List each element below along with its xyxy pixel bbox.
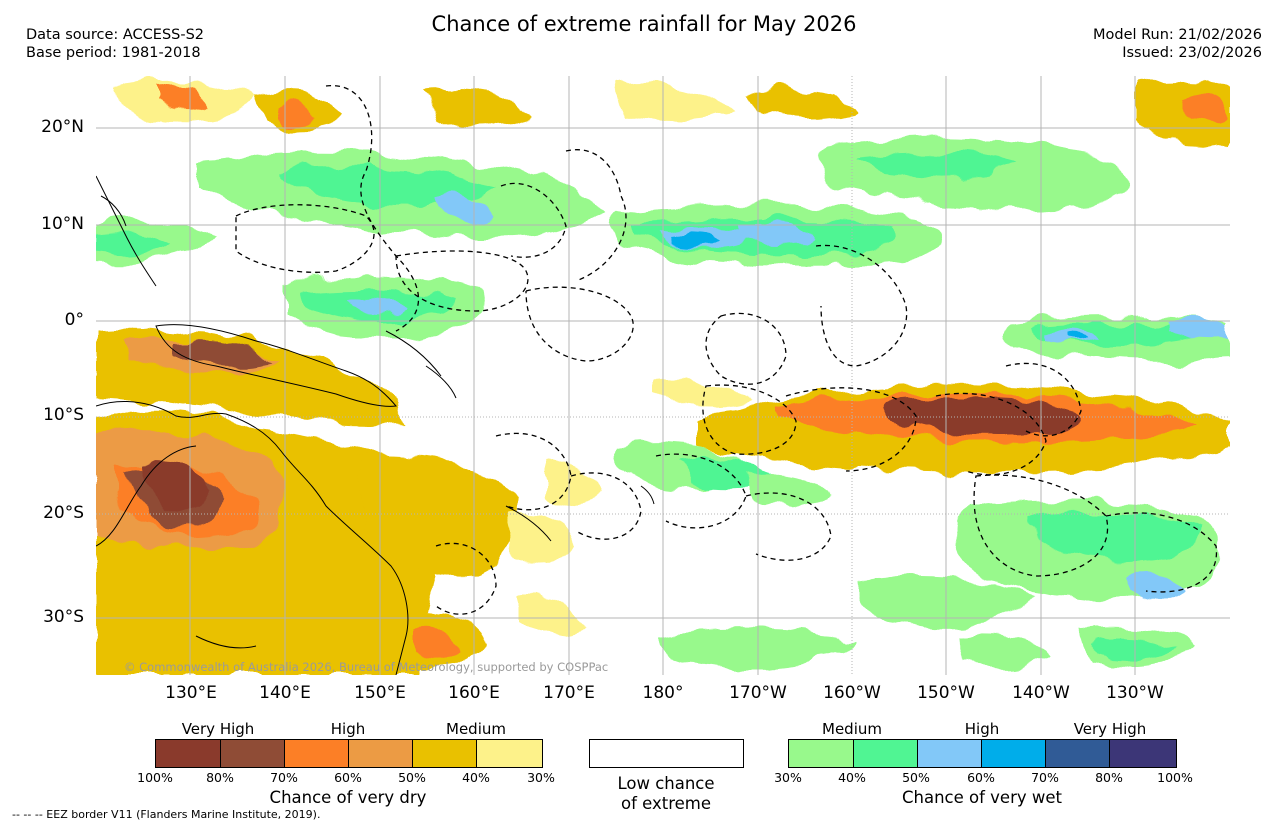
low-chance-label: Low chance of extreme — [580, 774, 752, 814]
lon-label: 150°W — [917, 683, 975, 703]
graticule — [96, 76, 1230, 675]
eez-footnote: -- -- -- EEZ border V11 (Flanders Marine… — [12, 808, 321, 821]
dry-swatch — [156, 740, 220, 767]
dry-colorbar — [155, 739, 543, 768]
dry-tick: 80% — [206, 770, 234, 785]
coastlines — [96, 175, 655, 675]
wet-category-label: Medium — [822, 720, 882, 738]
dry-tick: 30% — [527, 770, 555, 785]
model-run-label: Model Run: 21/02/2026 — [1092, 27, 1262, 43]
dry-swatch — [412, 740, 476, 767]
lon-label: 180° — [642, 683, 684, 703]
dry-category-label: High — [330, 720, 366, 738]
dry-swatch — [284, 740, 348, 767]
dry-tick: 50% — [398, 770, 426, 785]
lat-label: 10°S — [43, 405, 84, 425]
header-left: Data source: ACCESS-S2 Base period: 1981… — [26, 26, 204, 62]
issued-label: Issued: 23/02/2026 — [1122, 45, 1262, 61]
wet-swatch — [1109, 740, 1176, 767]
wet-category-label: High — [964, 720, 1000, 738]
lat-label: 20°N — [41, 117, 84, 137]
dry-tick: 70% — [270, 770, 298, 785]
wet-swatch — [789, 740, 853, 767]
lon-label: 160°E — [448, 683, 500, 703]
dry-category-label: Very High — [181, 720, 255, 738]
dry-swatch — [220, 740, 284, 767]
dry-legend-title: Chance of very dry — [269, 788, 427, 807]
dry-category-label: Medium — [446, 720, 506, 738]
forecast-map — [96, 76, 1230, 675]
low-chance-line1: Low chance — [617, 774, 715, 793]
low-chance-swatch — [589, 739, 744, 768]
lon-label: 130°W — [1106, 683, 1164, 703]
wet-swatch — [1045, 740, 1109, 767]
dry-tick: 40% — [462, 770, 490, 785]
lat-label: 10°N — [41, 214, 84, 234]
wet-tick: 50% — [902, 770, 930, 785]
lon-label: 170°W — [729, 683, 787, 703]
wet-swatch — [981, 740, 1045, 767]
wet-legend-title: Chance of very wet — [902, 788, 1062, 807]
dry-tick: 60% — [334, 770, 362, 785]
copyright-text: © Commonwealth of Australia 2026, Bureau… — [124, 660, 609, 674]
wet-category-label: Very High — [1073, 720, 1147, 738]
wet-swatch — [853, 740, 917, 767]
map-title: Chance of extreme rainfall for May 2026 — [431, 12, 857, 36]
wet-tick: 40% — [838, 770, 866, 785]
dry-tick: 100% — [137, 770, 173, 785]
dry-swatch — [476, 740, 542, 767]
wet-swatch — [917, 740, 981, 767]
lon-label: 170°E — [543, 683, 595, 703]
map-canvas — [96, 76, 1230, 675]
dry-swatch — [348, 740, 412, 767]
wet-tick: 30% — [774, 770, 802, 785]
wet-tick: 80% — [1095, 770, 1123, 785]
lat-label: 30°S — [43, 607, 84, 627]
rainfall-probability-field — [96, 80, 1230, 675]
wet-colorbar — [788, 739, 1177, 768]
wet-tick: 60% — [967, 770, 995, 785]
lon-label: 160°W — [823, 683, 881, 703]
data-source-label: Data source: ACCESS-S2 — [26, 27, 205, 43]
base-period-label: Base period: 1981-2018 — [26, 45, 201, 61]
eez-borders — [235, 85, 1218, 615]
lat-label: 20°S — [43, 503, 84, 523]
lon-label: 150°E — [354, 683, 406, 703]
lon-label: 140°W — [1012, 683, 1070, 703]
wet-tick: 70% — [1031, 770, 1059, 785]
lon-label: 130°E — [165, 683, 217, 703]
wet-tick: 100% — [1157, 770, 1193, 785]
lat-label: 0° — [64, 310, 84, 330]
header-right: Model Run: 21/02/2026 Issued: 23/02/2026 — [1093, 26, 1262, 62]
lon-label: 140°E — [259, 683, 311, 703]
low-chance-line2: of extreme — [620, 794, 712, 813]
